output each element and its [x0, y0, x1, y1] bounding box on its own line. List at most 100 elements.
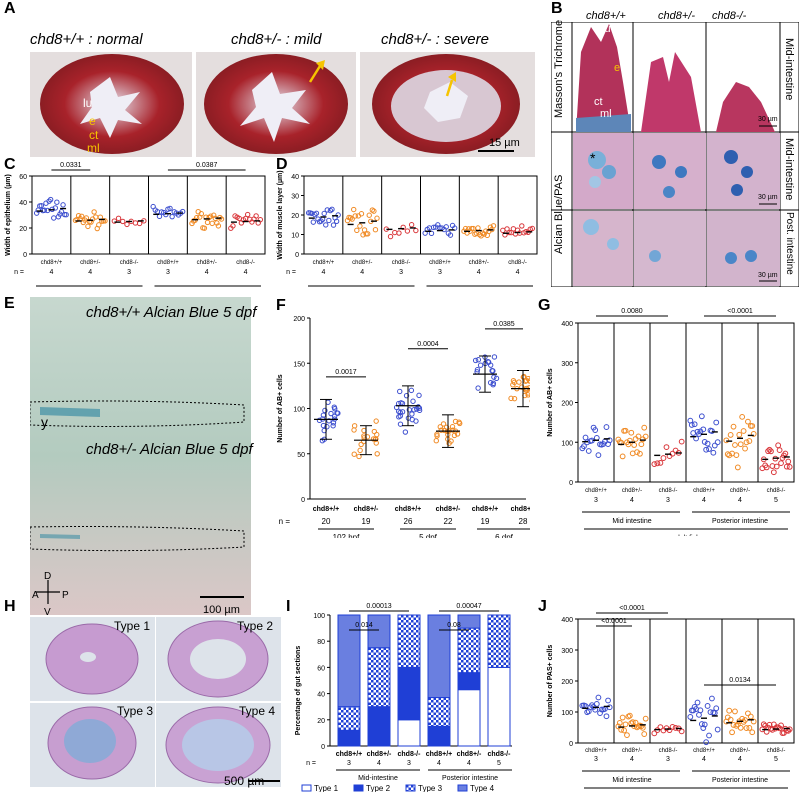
data-point	[163, 211, 169, 218]
data-point	[747, 713, 754, 720]
panel-e-title-2: chd8+/- Alcian Blue 5 dpf	[86, 441, 253, 458]
panel-h-type-4: Type 4	[239, 704, 276, 718]
data-point	[438, 427, 444, 433]
y-tick-label: 50	[297, 452, 305, 459]
data-point	[335, 212, 341, 218]
data-point	[516, 379, 522, 385]
n-value: 4	[360, 269, 364, 276]
group-label: chd8-/-	[508, 260, 527, 266]
panel-c-chart: 0 20 40 60 Width of epithelium (µm) chd8+/+ 4 c…	[5, 162, 266, 287]
data-point	[526, 385, 530, 391]
group-label: chd8+/-	[436, 506, 461, 513]
data-point	[511, 395, 518, 402]
data-point	[408, 387, 415, 394]
panel-letter-g: G	[538, 297, 551, 314]
data-point	[766, 446, 773, 453]
data-point	[709, 428, 715, 434]
data-point	[769, 726, 776, 733]
y-tick-label: 40	[19, 200, 27, 207]
data-point	[734, 464, 741, 471]
data-point	[156, 213, 163, 220]
group-label: chd8-/-	[659, 748, 678, 754]
data-point	[523, 377, 530, 384]
group-label: chd8+/+	[313, 506, 339, 513]
n-value: 4	[205, 269, 209, 276]
panel-f-chart: 0 50 100 150 200 Number of AB+ cells chd8+/+ 20…	[277, 316, 530, 538]
y-tick-label: 100	[561, 440, 573, 447]
group-label: chd8+/+	[429, 260, 451, 266]
data-point	[750, 431, 757, 437]
panel-b-stain-trichrome: Masson's Trichrome	[553, 19, 565, 118]
data-point	[207, 213, 214, 219]
data-point	[733, 452, 740, 458]
data-point	[313, 210, 320, 216]
data-point	[737, 724, 744, 731]
data-point	[742, 717, 748, 723]
legend-swatch	[301, 784, 312, 792]
data-point	[374, 215, 380, 221]
data-point	[621, 727, 627, 734]
data-point	[626, 437, 633, 444]
data-point	[397, 388, 403, 395]
label-lumen: lu	[83, 96, 93, 110]
data-point	[622, 721, 629, 728]
data-point	[743, 725, 750, 731]
data-point	[316, 417, 323, 424]
data-point	[396, 408, 402, 415]
data-point	[703, 446, 710, 453]
panel-letter-d: D	[276, 156, 288, 173]
data-point	[710, 449, 717, 456]
data-point	[616, 719, 623, 726]
panel-b-star: *	[590, 150, 596, 166]
data-point	[776, 725, 783, 732]
data-point	[637, 450, 643, 457]
data-point	[638, 723, 645, 730]
data-point	[326, 418, 332, 424]
group-label: chd8+/-	[622, 748, 642, 754]
y-tick-label: 300	[561, 361, 573, 368]
data-point	[711, 442, 718, 449]
data-point	[329, 206, 335, 212]
data-point	[726, 452, 733, 459]
panel-letter-a: A	[4, 0, 16, 17]
data-point	[506, 229, 512, 236]
data-point	[742, 445, 748, 452]
panel-i-chart: 0 20 40 60 80 100 Percentage of gut sections ch…	[295, 603, 512, 792]
data-point	[120, 218, 126, 225]
y-tick-label: 200	[293, 316, 305, 323]
n-label: n =	[279, 517, 291, 526]
data-point	[706, 732, 712, 739]
bar-segment	[427, 725, 451, 747]
n-value: 19	[362, 517, 371, 526]
data-point	[765, 448, 771, 455]
data-point	[660, 455, 667, 461]
data-point	[760, 721, 767, 728]
group-label: chd8-/-	[236, 260, 255, 266]
n-value: 4	[88, 269, 92, 276]
data-point	[746, 438, 753, 444]
group-label: chd8-/-	[767, 488, 786, 494]
group-label: chd8+/-	[80, 260, 100, 266]
data-point	[624, 732, 630, 738]
stage-label: 6 dpf	[495, 533, 514, 538]
data-point	[669, 724, 676, 730]
y-tick-label: 100	[313, 613, 325, 620]
y-tick-label: 0	[23, 252, 27, 259]
data-point	[474, 367, 481, 373]
region-label: Posterior intestine	[442, 775, 498, 782]
y-tick-label: 60	[19, 174, 27, 181]
data-point	[654, 460, 661, 467]
n-label: n =	[14, 269, 24, 276]
data-point	[701, 439, 708, 445]
data-point	[704, 703, 711, 709]
y-tick-label: 100	[293, 407, 305, 414]
data-point	[428, 230, 435, 237]
data-point	[399, 409, 406, 415]
data-point	[356, 453, 362, 460]
n-value: 4	[49, 269, 53, 276]
data-point	[79, 213, 85, 220]
panel-e-axis-p: P	[62, 590, 69, 601]
data-point	[775, 442, 782, 449]
data-point	[364, 434, 371, 440]
data-point	[773, 463, 780, 470]
